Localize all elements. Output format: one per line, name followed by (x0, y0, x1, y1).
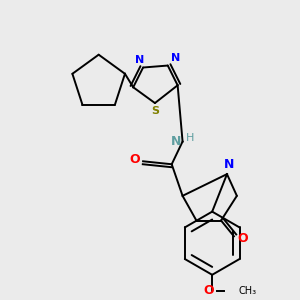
Text: O: O (203, 284, 214, 297)
Text: N: N (171, 53, 180, 63)
Text: S: S (151, 106, 159, 116)
Text: O: O (238, 232, 248, 245)
Text: H: H (186, 133, 195, 142)
Text: N: N (134, 55, 144, 64)
Text: N: N (224, 158, 234, 171)
Text: CH₃: CH₃ (239, 286, 257, 296)
Text: O: O (129, 153, 140, 166)
Text: N: N (170, 135, 181, 148)
